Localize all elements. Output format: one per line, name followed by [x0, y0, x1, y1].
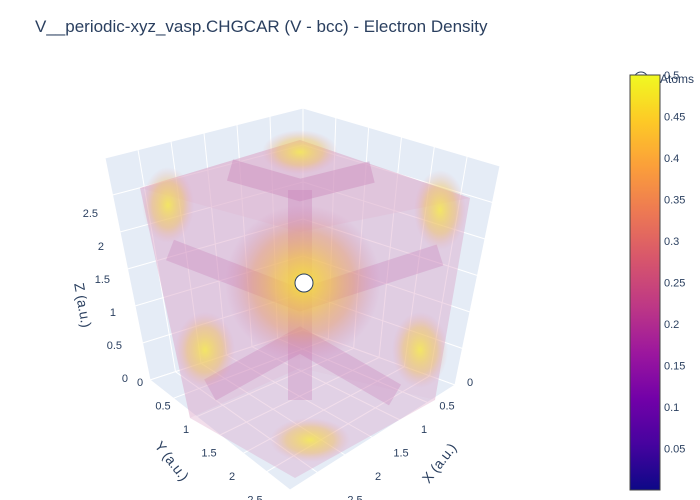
- x-tick-label: 1: [421, 424, 427, 436]
- legend-label: Atoms: [660, 72, 694, 86]
- iso-face-top: [140, 140, 470, 232]
- colorbar-tick-label: 0.1: [664, 402, 679, 414]
- axis-ticks: 0 0.5 1 1.5 2 2.5 0 0.5 1 1.5 2 2.5 0 0.5 1 1.5 2 2.5: [83, 208, 473, 500]
- colorbar: 0.05 0.1 0.15 0.2 0.25 0.3 0.35 0.4 0.45 0.5: [629, 70, 685, 491]
- y-tick-label: 0: [137, 377, 143, 389]
- x-axis-title: X (a.u.): [419, 440, 460, 486]
- chart-title: V__periodic-xyz_vasp.CHGCAR (V - bcc) - …: [35, 17, 488, 36]
- colorbar-tick-label: 0.45: [664, 112, 685, 124]
- y-tick-label: 2.5: [247, 495, 262, 500]
- grid-line: [137, 149, 176, 372]
- y-tick-label: 0.5: [155, 401, 170, 413]
- y-tick-label: 1: [183, 424, 189, 436]
- atom-marker[interactable]: [294, 273, 314, 293]
- colorbar-tick-label: 0.5: [664, 70, 679, 82]
- x-tick-label: 1.5: [393, 448, 408, 460]
- z-tick-label: 0.5: [107, 340, 122, 352]
- z-tick-label: 1.5: [95, 274, 110, 286]
- x-tick-label: 2.5: [347, 495, 362, 500]
- x-tick-label: 2: [375, 471, 381, 483]
- z-tick-label: 2.5: [83, 208, 98, 220]
- z-tick-label: 0: [122, 373, 128, 385]
- colorbar-tick-label: 0.25: [664, 278, 685, 290]
- z-tick-label: 1: [110, 307, 116, 319]
- y-tick-label: 1.5: [201, 448, 216, 460]
- y-axis-title: Y (a.u.): [152, 438, 193, 484]
- z-axis-title: Z (a.u.): [71, 282, 95, 329]
- colorbar-tick-label: 0.3: [664, 236, 679, 248]
- iso-corner-right-top: [414, 170, 466, 250]
- colorbar-ticks: 0.05 0.1 0.15 0.2 0.25 0.3 0.35 0.4 0.45 0.5: [664, 70, 685, 456]
- isosurface: [140, 130, 470, 478]
- colorbar-gradient: [629, 74, 661, 491]
- iso-corner-left-bottom: [175, 312, 235, 388]
- y-tick-label: 2: [229, 471, 235, 483]
- iso-corner-top: [262, 130, 338, 174]
- iso-corner-left-top: [142, 167, 194, 243]
- colorbar-tick-label: 0.4: [664, 153, 679, 165]
- iso-corner-right-bottom: [392, 312, 448, 388]
- x-tick-label: 0: [467, 377, 473, 389]
- colorbar-tick-label: 0.35: [664, 195, 685, 207]
- z-tick-label: 2: [98, 241, 104, 253]
- colorbar-tick-label: 0.05: [664, 444, 685, 456]
- x-tick-label: 0.5: [439, 401, 454, 413]
- iso-bond-1: [226, 159, 375, 202]
- colorbar-tick-label: 0.2: [664, 319, 679, 331]
- colorbar-tick-label: 0.15: [664, 361, 685, 373]
- iso-corner-bottom: [270, 418, 350, 462]
